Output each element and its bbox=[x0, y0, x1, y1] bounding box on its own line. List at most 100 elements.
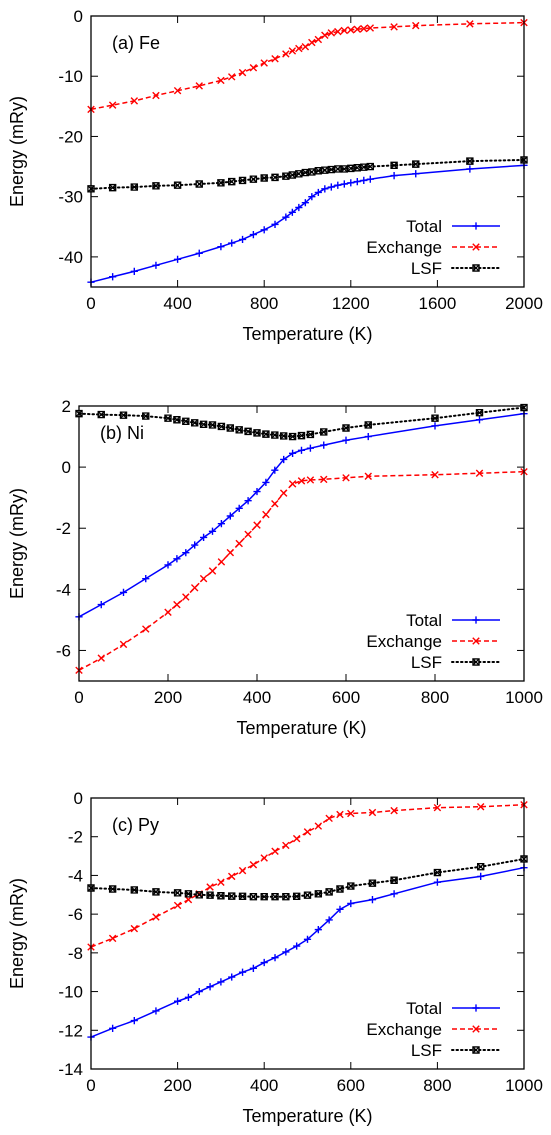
legend-marker-lsf bbox=[472, 264, 480, 272]
data-point-exchange bbox=[390, 23, 398, 31]
data-point-total bbox=[271, 466, 279, 474]
x-axis-title-fe: Temperature (K) bbox=[242, 324, 372, 344]
data-point-total bbox=[97, 601, 105, 609]
data-point-lsf bbox=[306, 430, 315, 439]
data-point-total bbox=[282, 948, 290, 956]
data-point-lsf bbox=[97, 410, 105, 419]
x-tick-label: 800 bbox=[421, 688, 449, 707]
data-point-total bbox=[173, 555, 181, 563]
series-total-py bbox=[87, 864, 528, 1041]
x-tick-label: 200 bbox=[154, 688, 182, 707]
legend-marker-exchange bbox=[472, 637, 480, 645]
data-point-lsf bbox=[208, 421, 217, 429]
data-point-total bbox=[288, 208, 296, 216]
legend-label-lsf: LSF bbox=[411, 259, 442, 278]
data-point-exchange bbox=[306, 476, 315, 484]
data-point-lsf bbox=[173, 416, 181, 424]
y-axis-title-fe: Energy (mRy) bbox=[7, 96, 27, 207]
data-point-exchange bbox=[108, 101, 117, 109]
data-point-exchange bbox=[325, 814, 333, 823]
data-point-exchange bbox=[476, 802, 485, 811]
data-point-lsf bbox=[368, 879, 377, 887]
data-point-total bbox=[244, 497, 252, 505]
data-point-total bbox=[282, 213, 290, 221]
data-point-total bbox=[260, 226, 268, 234]
data-point-exchange bbox=[295, 44, 303, 53]
data-point-lsf bbox=[206, 891, 214, 899]
data-point-exchange bbox=[152, 91, 160, 100]
panel-py: 0 200 400 600 800 1000 0 -2 -4 -6 -8 -10 -12 -14 Tempe… bbox=[7, 789, 543, 1126]
data-point-lsf bbox=[249, 893, 258, 901]
data-point-total bbox=[347, 899, 355, 908]
data-point-total bbox=[164, 561, 172, 569]
data-point-exchange bbox=[292, 834, 301, 843]
data-point-lsf bbox=[195, 180, 203, 188]
panel-ni: 0 200 400 600 800 1000 2 0 -2 -4 -6 Temperature (K)… bbox=[7, 397, 543, 738]
data-point-exchange bbox=[182, 593, 190, 601]
data-point-lsf bbox=[334, 165, 342, 173]
data-point-exchange bbox=[226, 548, 235, 557]
x-tick-label: 0 bbox=[74, 688, 83, 707]
data-point-lsf bbox=[288, 432, 297, 441]
data-point-total bbox=[280, 455, 288, 464]
data-point-lsf bbox=[262, 430, 270, 438]
data-point-lsf bbox=[336, 885, 344, 893]
data-point-exchange bbox=[282, 50, 290, 58]
data-point-lsf bbox=[235, 426, 243, 434]
data-point-lsf bbox=[199, 420, 208, 429]
data-point-total bbox=[321, 185, 329, 193]
legend-marker-exchange bbox=[472, 243, 480, 251]
data-point-exchange bbox=[217, 878, 225, 886]
x-tick-label: 600 bbox=[337, 1076, 365, 1095]
data-point-exchange bbox=[260, 59, 268, 67]
data-point-lsf bbox=[390, 876, 398, 884]
x-tick-label: 1000 bbox=[505, 688, 543, 707]
data-point-lsf bbox=[412, 160, 420, 168]
data-point-total bbox=[431, 422, 439, 430]
x-tick-label: 0 bbox=[86, 294, 95, 313]
data-point-total bbox=[308, 193, 316, 201]
x-tick-label: 1200 bbox=[332, 294, 370, 313]
data-point-total bbox=[390, 890, 398, 898]
panel-fe: 0 400 800 1200 1600 2000 0 -10 -20 -30 -40 Temperat… bbox=[7, 7, 543, 344]
legend-label-total: Total bbox=[406, 611, 442, 630]
data-point-total bbox=[200, 533, 208, 541]
data-point-exchange bbox=[130, 924, 139, 933]
series-group-ni bbox=[75, 403, 528, 675]
legend-marker-exchange bbox=[472, 1025, 480, 1033]
data-point-total bbox=[366, 175, 374, 183]
data-point-lsf bbox=[190, 419, 199, 427]
data-point-lsf bbox=[130, 886, 139, 894]
series-group-py bbox=[87, 801, 528, 1041]
data-point-lsf bbox=[173, 889, 182, 897]
data-point-total bbox=[364, 432, 372, 441]
data-point-total bbox=[325, 916, 333, 924]
data-point-total bbox=[238, 235, 247, 244]
data-point-exchange bbox=[347, 26, 355, 34]
y-tick-label: -40 bbox=[58, 248, 83, 267]
data-point-total bbox=[142, 575, 150, 583]
data-point-total bbox=[412, 170, 420, 178]
data-point-exchange bbox=[301, 42, 310, 51]
data-point-total bbox=[340, 180, 348, 188]
data-point-lsf bbox=[431, 414, 439, 422]
data-point-lsf bbox=[325, 888, 333, 896]
data-point-exchange bbox=[466, 20, 474, 28]
y-tick-label: -20 bbox=[58, 127, 83, 146]
data-point-lsf bbox=[260, 893, 268, 901]
data-point-total bbox=[208, 527, 217, 535]
data-point-lsf bbox=[321, 166, 329, 174]
y-tick-label: -10 bbox=[58, 983, 83, 1002]
data-point-exchange bbox=[235, 539, 243, 548]
data-point-exchange bbox=[412, 21, 420, 30]
data-point-exchange bbox=[390, 806, 398, 815]
data-point-lsf bbox=[244, 427, 252, 436]
data-point-total bbox=[336, 905, 344, 913]
y-tick-label: -12 bbox=[58, 1021, 83, 1040]
data-point-exchange bbox=[164, 608, 172, 616]
data-point-exchange bbox=[368, 808, 377, 817]
data-point-exchange bbox=[130, 97, 139, 105]
data-point-lsf bbox=[342, 424, 350, 432]
y-tick-label: 2 bbox=[62, 397, 71, 416]
data-point-total bbox=[228, 239, 236, 247]
